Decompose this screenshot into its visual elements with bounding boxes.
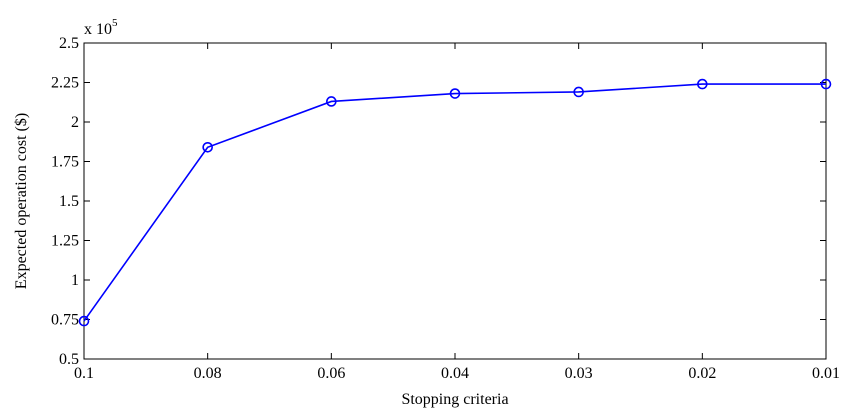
y-tick-label: 1.5 xyxy=(59,193,79,210)
x-tick-label: 0.02 xyxy=(688,365,716,382)
y-axis-ticks: 0.5 0.75 1 1.25 1.5 1.75 2 2.25 2.5 xyxy=(51,35,826,368)
data-point-marker xyxy=(78,315,90,327)
y-tick-label: 2.5 xyxy=(59,35,79,52)
data-point-marker xyxy=(697,78,708,90)
data-point-marker xyxy=(202,141,213,153)
x-tick-label: 0.08 xyxy=(194,365,222,382)
series-layer xyxy=(78,78,832,327)
y-multiplier-base: x 10 xyxy=(84,21,112,38)
x-tick-label: 0.1 xyxy=(74,365,94,382)
x-tick-label: 0.04 xyxy=(441,365,469,382)
data-point-marker xyxy=(326,96,337,107)
y-tick-label: 0.75 xyxy=(51,312,79,329)
y-tick-label: 2.25 xyxy=(51,75,79,92)
y-tick-label: 2 xyxy=(71,114,79,131)
y-multiplier-label: x 105 xyxy=(84,17,118,38)
x-tick-label: 0.01 xyxy=(812,365,840,382)
x-axis-ticks: 0.1 0.08 0.06 0.04 0.03 0.02 0.01 xyxy=(74,43,840,382)
x-axis-title: Stopping criteria xyxy=(401,391,508,408)
x-tick-label: 0.03 xyxy=(565,365,593,382)
y-tick-label: 1.75 xyxy=(51,154,79,171)
y-tick-label: 1.25 xyxy=(51,233,79,250)
data-point-marker xyxy=(820,78,832,90)
y-tick-label: 0.5 xyxy=(59,351,79,368)
plot-area xyxy=(83,42,827,360)
x-tick-label: 0.06 xyxy=(317,365,345,382)
series-line xyxy=(83,83,826,322)
data-point-marker xyxy=(449,88,461,99)
y-multiplier-exponent: 5 xyxy=(112,17,118,29)
data-point-marker xyxy=(573,86,584,98)
y-tick-label: 1 xyxy=(71,272,79,289)
y-axis-title: Expected operation cost ($) xyxy=(13,113,30,289)
